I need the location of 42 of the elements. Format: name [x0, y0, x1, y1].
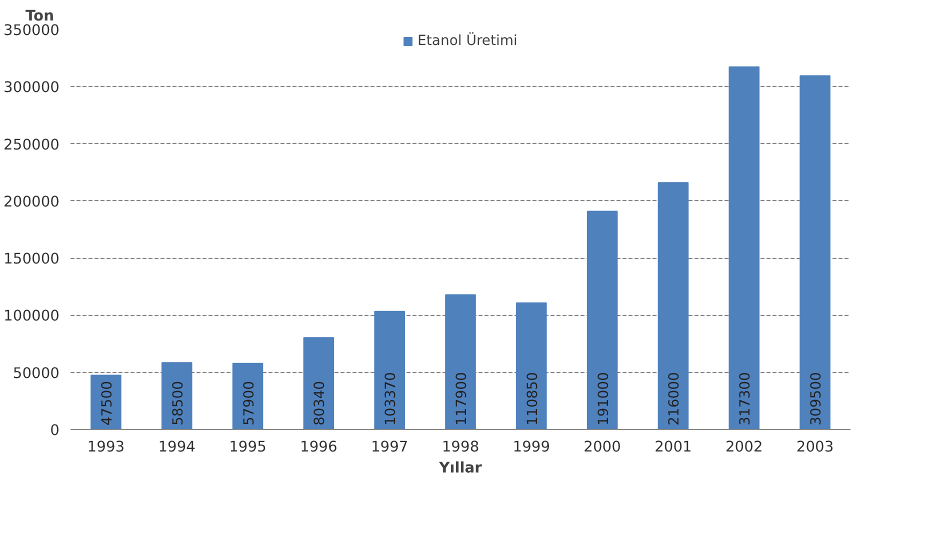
x-tick-label: 2003 [796, 438, 834, 456]
y-tick-label: 300000 [4, 79, 60, 96]
data-label: 103370 [383, 372, 400, 426]
data-label: 309500 [808, 372, 825, 426]
data-label: 58500 [170, 380, 186, 426]
bar [586, 210, 618, 430]
x-tick-label: 2002 [725, 438, 763, 456]
x-tick-label: 1997 [370, 438, 408, 456]
data-label: 117900 [454, 372, 470, 426]
data-label: 47500 [99, 380, 116, 426]
y-tick-label: 100000 [4, 308, 60, 325]
bar [728, 66, 760, 430]
x-tick-label: 1999 [512, 438, 550, 456]
y-tick-label: 0 [50, 422, 60, 439]
bar [303, 337, 334, 430]
bar [445, 294, 476, 430]
y-tick-label: 250000 [4, 136, 60, 154]
data-label: 110850 [524, 372, 541, 426]
y-tick-label: 150000 [4, 250, 60, 268]
x-tick-label: 1996 [300, 438, 338, 456]
x-tick-label: 2000 [584, 438, 621, 456]
x-axis-title: Yıllar [438, 460, 483, 476]
y-tick-label: 200000 [4, 193, 60, 210]
x-tick-label: 1995 [229, 438, 266, 456]
y-axis-title: Ton [26, 8, 54, 24]
x-tick-label: 1993 [87, 438, 125, 456]
bar [658, 182, 689, 430]
data-label: 216000 [666, 372, 683, 426]
legend-label: Etanol Üretimi [418, 33, 518, 49]
x-tick-label: 1994 [158, 438, 196, 456]
data-label: 191000 [596, 372, 612, 426]
data-label: 80340 [312, 380, 328, 426]
bar [516, 302, 547, 430]
bar [374, 310, 405, 430]
y-tick-label: 350000 [4, 22, 60, 39]
data-label: 57900 [241, 380, 258, 426]
x-tick-label: 2001 [654, 438, 692, 456]
data-label: 317300 [738, 372, 754, 426]
y-tick-label: 50000 [12, 364, 60, 382]
x-tick-label: 1998 [442, 438, 480, 456]
bar [800, 75, 830, 430]
bar [161, 362, 192, 430]
